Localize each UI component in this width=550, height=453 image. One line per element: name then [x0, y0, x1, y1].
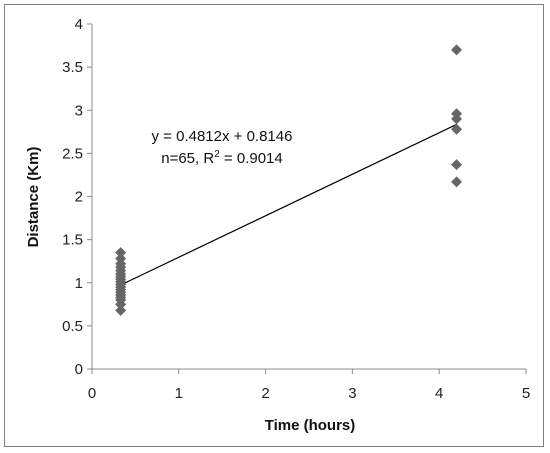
trendline — [120, 123, 457, 286]
equation-label: y = 0.4812x + 0.8146 — [152, 128, 293, 145]
y-tick-label: 1 — [75, 275, 83, 292]
y-tick-label: 2 — [75, 189, 83, 206]
y-axis-title: Distance (Km) — [25, 147, 42, 248]
y-tick-label: 0.5 — [62, 318, 83, 335]
data-point — [451, 176, 463, 188]
y-tick-label: 3.5 — [62, 59, 83, 76]
data-points-group — [115, 44, 463, 316]
y-tick-label: 4 — [75, 16, 83, 33]
axes-group: 0 0.5 1 1.5 2 2.5 3 3.5 4 0 1 2 3 4 5 — [62, 16, 530, 402]
x-tick-label: 5 — [522, 385, 530, 402]
r-squared-suffix: = 0.9014 — [220, 150, 283, 167]
data-point — [115, 253, 127, 265]
data-point — [115, 304, 127, 316]
trendline-group — [120, 123, 457, 286]
data-point — [451, 44, 463, 56]
data-point — [451, 108, 463, 120]
data-point — [115, 247, 127, 259]
x-axis-title: Time (hours) — [265, 417, 356, 434]
data-point — [451, 159, 463, 171]
y-tick-label: 1.5 — [62, 232, 83, 249]
x-tick-label: 3 — [348, 385, 356, 402]
data-point — [451, 123, 463, 135]
x-tick-label: 2 — [261, 385, 269, 402]
r-squared-superscript: 2 — [214, 149, 220, 160]
y-tick-label: 2.5 — [62, 145, 83, 162]
x-tick-label: 0 — [88, 385, 96, 402]
y-tick-label: 3 — [75, 102, 83, 119]
r-squared-label: n=65, R2 = 0.9014 — [161, 149, 283, 167]
y-tick-label: 0 — [75, 361, 83, 378]
chart-frame — [4, 4, 544, 447]
x-tick-label: 1 — [175, 385, 183, 402]
x-tick-label: 4 — [435, 385, 443, 402]
r-squared-prefix: n=65, R — [161, 150, 214, 167]
